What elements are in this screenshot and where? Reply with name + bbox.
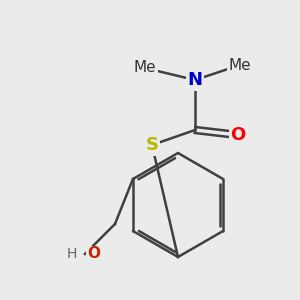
Text: O: O bbox=[87, 247, 100, 262]
Text: Me: Me bbox=[229, 58, 251, 73]
Text: N: N bbox=[188, 71, 202, 89]
Text: Me: Me bbox=[134, 61, 156, 76]
Text: O: O bbox=[230, 126, 246, 144]
Text: S: S bbox=[146, 136, 158, 154]
Text: H: H bbox=[67, 247, 77, 261]
